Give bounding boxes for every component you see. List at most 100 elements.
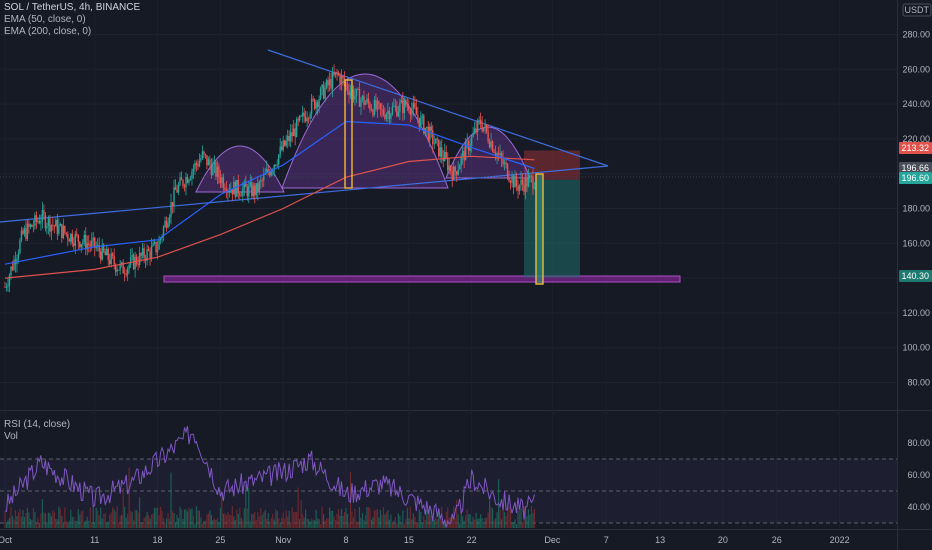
- currency-box: [902, 3, 932, 17]
- volume-bar: [76, 520, 78, 528]
- volume-bar: [381, 514, 383, 528]
- volume-legend[interactable]: Vol: [4, 431, 18, 442]
- volume-bar: [287, 516, 289, 528]
- volume-bar: [221, 494, 223, 528]
- candle-up: [390, 114, 392, 119]
- volume-bar: [100, 507, 102, 528]
- candle-down: [11, 266, 14, 270]
- measured-move-bar-target: [535, 173, 544, 285]
- symbol-title[interactable]: SOL / TetherUS, 4h, BINANCE: [4, 2, 141, 13]
- volume-bar: [62, 523, 64, 528]
- volume-bar: [351, 511, 353, 528]
- candle-up: [101, 244, 103, 260]
- volume-bar: [29, 518, 32, 528]
- candle-down: [68, 239, 71, 242]
- volume-bar: [266, 518, 268, 528]
- candle-up: [23, 228, 26, 234]
- candle-up: [138, 253, 141, 265]
- volume-bar: [294, 511, 296, 528]
- volume-bar: [417, 522, 419, 528]
- volume-bar: [140, 523, 142, 528]
- volume-bar: [293, 512, 295, 528]
- candle-down: [165, 220, 168, 228]
- candle-down: [500, 153, 503, 159]
- volume-bar: [314, 520, 316, 528]
- volume-bar: [101, 518, 103, 528]
- volume-bar: [70, 509, 72, 528]
- rsi-tick-label: 40.00: [907, 502, 930, 512]
- candle-down: [417, 114, 419, 118]
- ema200-legend[interactable]: EMA (200, close, 0): [4, 26, 92, 37]
- volume-bar: [502, 510, 504, 528]
- volume-bar: [59, 508, 61, 528]
- candle-down: [447, 157, 449, 171]
- volume-bar: [490, 507, 492, 528]
- volume-bar: [185, 509, 187, 528]
- candle-up: [285, 140, 287, 146]
- candle-up: [37, 220, 39, 222]
- time-tick-label: 2022: [830, 535, 850, 545]
- rsi-legend[interactable]: RSI (14, close): [4, 419, 71, 430]
- candle-up: [110, 253, 112, 264]
- volume-bar: [77, 509, 79, 528]
- candle-up: [242, 188, 244, 197]
- volume-bar: [139, 497, 141, 528]
- candle-down: [481, 123, 483, 131]
- candle-up: [258, 181, 260, 192]
- candle-down: [330, 79, 332, 89]
- candle-up: [263, 174, 265, 181]
- candle-down: [521, 179, 524, 185]
- candle-down: [186, 177, 189, 183]
- candle-down: [25, 228, 27, 240]
- volume-bar: [147, 515, 150, 528]
- candle-down: [409, 110, 412, 115]
- volume-bar: [348, 522, 350, 528]
- candle-up: [533, 187, 536, 189]
- candle-down: [123, 273, 126, 275]
- candle-down: [98, 244, 100, 252]
- candle-down: [44, 214, 47, 229]
- candle-up: [116, 269, 118, 272]
- volume-bar: [357, 523, 359, 528]
- volume-bar: [233, 516, 235, 528]
- candle-down: [348, 90, 350, 96]
- volume-bar: [53, 512, 55, 528]
- candle-up: [301, 112, 304, 116]
- candle-up: [461, 150, 464, 157]
- ema50-legend[interactable]: EMA (50, close, 0): [4, 14, 86, 25]
- volume-bar: [219, 507, 221, 528]
- volume-bar: [130, 510, 132, 528]
- volume-bar: [43, 511, 45, 528]
- candle-down: [526, 177, 528, 187]
- candle-up: [207, 159, 210, 166]
- candle-down: [215, 162, 217, 177]
- volume-bar: [379, 509, 382, 528]
- volume-bar: [215, 520, 217, 528]
- volume-bar: [269, 521, 271, 528]
- volume-bar: [227, 512, 229, 528]
- candle-down: [485, 124, 488, 132]
- volume-bar: [308, 518, 310, 528]
- candle-down: [506, 164, 509, 179]
- candle-up: [466, 141, 468, 143]
- candle-up: [200, 158, 202, 161]
- volume-bar: [336, 514, 338, 528]
- candle-down: [88, 243, 90, 245]
- time-tick-label: 11: [90, 535, 99, 545]
- volume-bar: [13, 519, 15, 528]
- price-tick-label: 220.00: [902, 134, 930, 144]
- volume-bar: [68, 521, 70, 528]
- candle-up: [252, 185, 254, 197]
- volume-bar: [14, 509, 17, 528]
- candle-down: [228, 190, 231, 193]
- candle-up: [373, 99, 376, 116]
- volume-bar: [306, 518, 308, 528]
- volume-bar: [360, 517, 362, 528]
- candle-down: [52, 224, 54, 226]
- volume-bar: [496, 512, 498, 528]
- candle-up: [520, 179, 522, 186]
- candle-up: [146, 249, 148, 261]
- volume-bar: [530, 506, 533, 528]
- volume-bar: [209, 510, 211, 528]
